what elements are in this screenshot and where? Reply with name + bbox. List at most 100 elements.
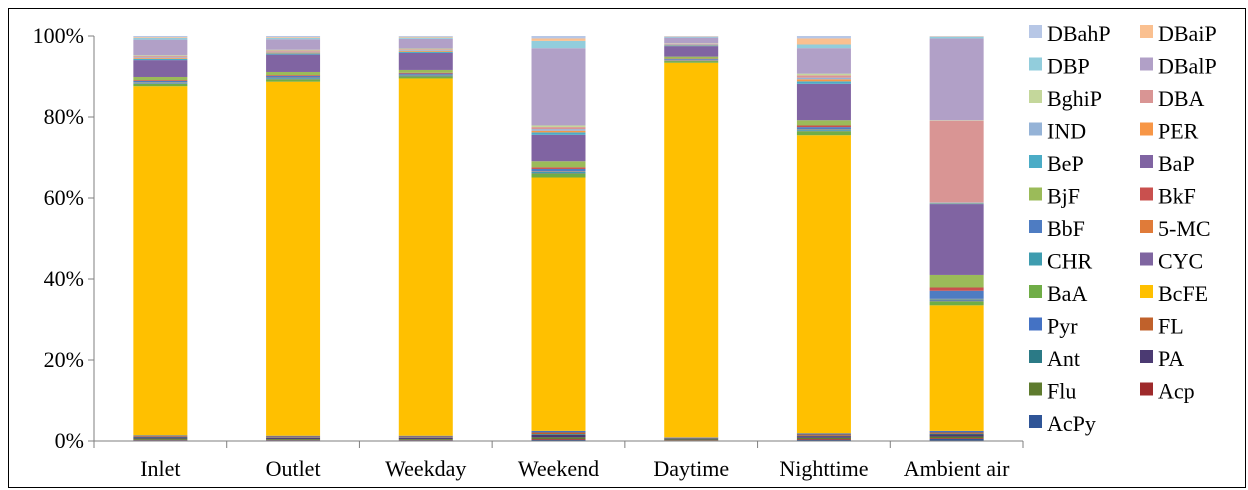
legend-swatch-ant [1029,350,1042,363]
bar-segment-bkf [266,75,321,77]
bar-segment-chr [796,129,851,131]
legend-swatch-pa [1140,350,1153,363]
bar-segment-fl [796,434,851,436]
bar-segment-flu [929,436,984,439]
legend-label-5-mc: 5-MC [1158,216,1211,241]
bar-segment-flu [398,438,453,440]
bar-segment-chr [398,75,453,77]
bar-segment-bcfe [664,62,719,438]
legend-label-pa: PA [1158,346,1184,371]
bar-segment-ind [266,51,321,53]
bar-segment-dbaip [531,38,586,41]
legend-swatch-bap [1140,155,1153,168]
y-axis-ticks: 0% 20% 40% 60% 80% 100% [33,23,94,453]
bar-segment-bap [664,46,719,57]
bar-segment-dbaip [796,38,851,45]
bar-segment-bap [929,204,984,275]
bars-group [133,36,984,441]
legend-label-flu: Flu [1047,379,1076,404]
bar-segment-dba [266,50,321,52]
legend-swatch-acp [1140,382,1153,396]
bar-segment-pyr [398,435,453,437]
bar-segment-fl [929,432,984,434]
bar-segment-bep [531,132,586,135]
bar-segment-bbf [531,168,586,172]
bar-segment-acp [929,438,984,439]
legend-label-bep: BeP [1047,151,1084,176]
bar-segment-bep [266,53,321,55]
bar-segment-per [266,52,321,54]
bar-segment-dba [664,43,719,45]
bar-segment-per [796,79,851,82]
bar-segment-bcfe [929,305,984,431]
bar-segment-bep [796,81,851,84]
x-tick-label: Ambient air [904,456,1010,481]
legend-swatch-per [1140,122,1153,136]
bar-segment-bjf [664,56,719,59]
stacked-bar-chart: 0% 20% 40% 60% 80% 100% Inlet Outlet Weekday Wee… [33,21,1217,481]
legend-swatch-baa [1029,285,1042,298]
bar-segment-dbaip [133,37,188,39]
bar-segment-chr [531,171,586,174]
bar-segment-per [133,58,188,59]
bar-segment-chr [133,82,188,84]
bar-segment-bghip [266,49,321,51]
bar-segment-dbp [929,36,984,39]
bar-segment-bghip [133,55,188,57]
bar-segment-bghip [398,48,453,50]
bar-segment-bbf [796,127,851,130]
bar-segment-bkf [929,287,984,291]
bar-segment-ind [796,77,851,80]
bar-segment-flu [796,437,851,439]
bar-segment-bep [664,45,719,47]
legend-label-dbalp: DBalP [1158,54,1217,79]
bar-segment-dba [929,120,984,203]
x-tick-label: Weekday [385,456,466,481]
legend-swatch-ind [1029,122,1042,136]
bar-segment-bkf [398,72,453,74]
bar-segment-dbalp [266,39,321,50]
legend-label-per: PER [1158,119,1199,144]
bar-segment-bjf [133,76,188,81]
y-tick-label: 40% [44,266,84,291]
legend-swatch-fl [1140,317,1153,331]
bar-segment-bap [133,60,188,77]
legend-label-chr: CHR [1047,249,1093,274]
legend-label-bcfe: BcFE [1158,281,1208,306]
legend-label-pyr: Pyr [1047,314,1078,339]
bar-segment-acpy [929,438,984,441]
bar-segment-bbf [398,73,453,75]
bar-segment-dbahp [266,36,321,38]
bar-segment-bap [796,83,851,121]
y-tick-label: 0% [55,428,84,453]
legend-swatch-bep [1029,155,1042,168]
bar-segment-bcfe [796,135,851,434]
bar-segment-baa [664,61,719,63]
bar-segment-baa [398,76,453,79]
legend-swatch-pyr [1029,317,1042,331]
x-tick-label: Daytime [653,456,729,481]
y-tick-label: 80% [44,104,84,129]
bar-segment-acp [531,438,586,440]
bar-segment-bcfe [531,177,586,431]
bar-segment-acp [796,438,851,440]
bar-segment-bbf [664,59,719,60]
bar-segment-bap [398,52,453,70]
bar-segment-pa [266,437,321,439]
bar-segment-flu [133,438,188,440]
bar-segment-dbaip [398,36,453,38]
bar-segment-dbp [664,36,719,38]
x-tick-label: Weekend [518,456,599,481]
bar-segment-dbahp [796,36,851,39]
bar-segment-baa [929,301,984,306]
bar-segment-bkf [531,167,586,169]
legend-label-acpy: AcPy [1047,411,1096,436]
y-tick-label: 60% [44,185,84,210]
bar-segment-dbahp [531,36,586,39]
bar-segment-dba [133,56,188,58]
legend-label-cyc: CYC [1158,249,1203,274]
bar-segment-dbp [398,37,453,39]
legend-swatch-dbahp [1029,25,1042,38]
bar-segment-bap [266,54,321,72]
legend-swatch-dbp [1029,57,1042,71]
